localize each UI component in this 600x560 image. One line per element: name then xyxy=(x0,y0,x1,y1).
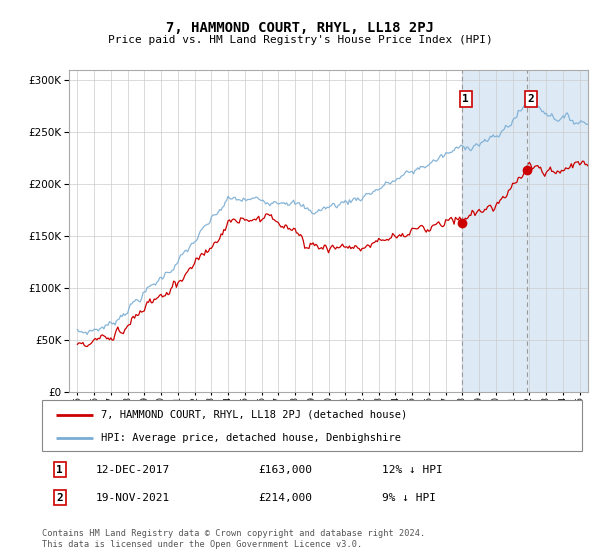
Text: Price paid vs. HM Land Registry's House Price Index (HPI): Price paid vs. HM Land Registry's House … xyxy=(107,35,493,45)
Text: £163,000: £163,000 xyxy=(258,465,312,475)
Text: 12-DEC-2017: 12-DEC-2017 xyxy=(96,465,170,475)
Text: 2: 2 xyxy=(528,94,535,104)
Text: HPI: Average price, detached house, Denbighshire: HPI: Average price, detached house, Denb… xyxy=(101,433,401,443)
Text: 19-NOV-2021: 19-NOV-2021 xyxy=(96,493,170,503)
Text: Contains HM Land Registry data © Crown copyright and database right 2024.
This d: Contains HM Land Registry data © Crown c… xyxy=(42,529,425,549)
Bar xyxy=(461,70,600,392)
Text: 7, HAMMOND COURT, RHYL, LL18 2PJ: 7, HAMMOND COURT, RHYL, LL18 2PJ xyxy=(166,21,434,35)
Text: 9% ↓ HPI: 9% ↓ HPI xyxy=(382,493,436,503)
Text: 1: 1 xyxy=(56,465,63,475)
Text: 1: 1 xyxy=(463,94,469,104)
Text: 2: 2 xyxy=(56,493,63,503)
FancyBboxPatch shape xyxy=(42,400,582,451)
Text: 12% ↓ HPI: 12% ↓ HPI xyxy=(382,465,443,475)
Text: £214,000: £214,000 xyxy=(258,493,312,503)
Text: 7, HAMMOND COURT, RHYL, LL18 2PJ (detached house): 7, HAMMOND COURT, RHYL, LL18 2PJ (detach… xyxy=(101,409,407,419)
